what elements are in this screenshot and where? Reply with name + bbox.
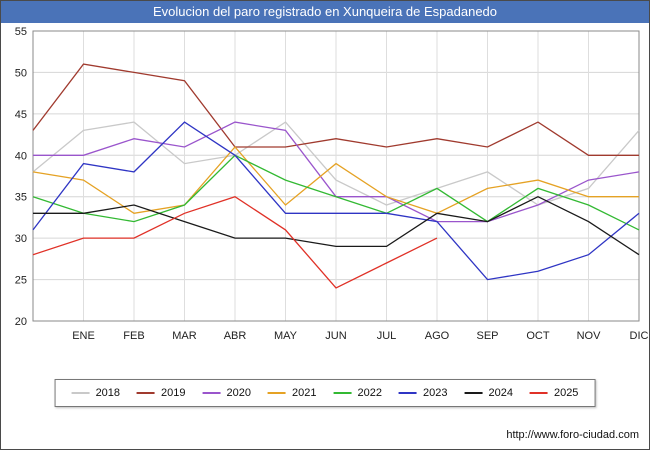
- svg-text:55: 55: [15, 26, 27, 38]
- legend-swatch-2023: [398, 392, 417, 394]
- legend: 2018 2019 2020 2021 2022 2023 2024 2025: [54, 379, 596, 407]
- svg-text:SEP: SEP: [476, 330, 498, 342]
- legend-item-2019: 2019: [137, 387, 186, 399]
- svg-text:ENE: ENE: [72, 330, 95, 342]
- legend-swatch-2021: [268, 392, 287, 394]
- legend-item-2025: 2025: [529, 387, 579, 399]
- svg-text:AGO: AGO: [425, 330, 450, 342]
- legend-label-2019: 2019: [161, 387, 186, 399]
- svg-text:MAR: MAR: [172, 330, 197, 342]
- svg-text:50: 50: [15, 67, 27, 79]
- legend-item-2023: 2023: [398, 387, 448, 399]
- legend-swatch-2025: [529, 392, 548, 394]
- svg-text:35: 35: [15, 192, 27, 204]
- legend-label-2021: 2021: [292, 387, 317, 399]
- legend-swatch-2020: [202, 392, 221, 394]
- legend-swatch-2019: [137, 392, 156, 394]
- svg-text:JUL: JUL: [377, 330, 397, 342]
- svg-text:45: 45: [15, 109, 27, 121]
- svg-text:DIC: DIC: [630, 330, 649, 342]
- legend-swatch-2022: [333, 392, 352, 394]
- legend-label-2024: 2024: [488, 387, 513, 399]
- legend-label-2025: 2025: [553, 387, 579, 399]
- legend-item-2021: 2021: [268, 387, 317, 399]
- legend-label-2020: 2020: [226, 387, 252, 399]
- chart-title: Evolucion del paro registrado en Xunquei…: [1, 1, 649, 23]
- svg-text:JUN: JUN: [325, 330, 346, 342]
- legend-label-2018: 2018: [95, 387, 121, 399]
- svg-text:MAY: MAY: [274, 330, 298, 342]
- legend-label-2023: 2023: [422, 387, 448, 399]
- chart-area: 20 25 30 35 40 45 50 55 ENE FEB MAR ABR MAY JUN JUL AGO…: [1, 23, 649, 361]
- footer-url[interactable]: http://www.foro-ciudad.com: [506, 429, 639, 441]
- legend-item-2020: 2020: [202, 387, 252, 399]
- svg-text:OCT: OCT: [526, 330, 550, 342]
- legend-item-2024: 2024: [464, 387, 513, 399]
- svg-text:ABR: ABR: [224, 330, 247, 342]
- line-chart: 20 25 30 35 40 45 50 55 ENE FEB MAR ABR MAY JUN JUL AGO…: [15, 26, 649, 342]
- svg-text:30: 30: [15, 233, 27, 245]
- legend-swatch-2024: [464, 392, 483, 394]
- svg-text:40: 40: [15, 150, 27, 162]
- svg-text:25: 25: [15, 275, 27, 287]
- legend-swatch-2018: [71, 392, 90, 394]
- legend-label-2022: 2022: [357, 387, 382, 399]
- svg-text:NOV: NOV: [577, 330, 602, 342]
- legend-item-2018: 2018: [71, 387, 121, 399]
- legend-item-2022: 2022: [333, 387, 382, 399]
- svg-text:FEB: FEB: [123, 330, 144, 342]
- svg-text:20: 20: [15, 316, 27, 328]
